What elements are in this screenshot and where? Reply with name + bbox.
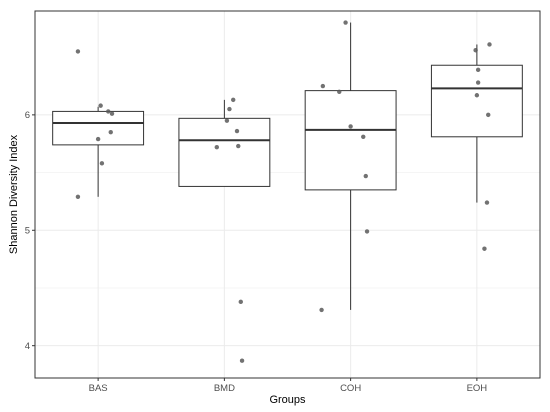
data-point-bas (95, 136, 101, 142)
data-point-coh (348, 124, 353, 129)
data-point-bas (109, 111, 115, 116)
y-tick-label: 5 (25, 226, 30, 237)
axis-layer: 4 5 6 BAS BMD COH EOH (25, 110, 488, 394)
data-point-eoh (482, 246, 487, 251)
panel-border (34, 10, 541, 379)
data-point-bas (108, 129, 113, 135)
box-bmd (178, 117, 271, 187)
data-point-bas (75, 49, 81, 54)
data-point-coh (343, 20, 348, 25)
x-tick-label-coh: COH (340, 383, 361, 394)
data-point-eoh (484, 200, 490, 205)
data-point-bmd (231, 97, 236, 103)
y-axis-title: Shannon Diversity Index (8, 134, 20, 254)
data-point-bmd (227, 106, 232, 112)
data-point-bmd (236, 143, 241, 149)
x-tick-label-bmd: BMD (214, 383, 235, 394)
data-point-coh (361, 134, 366, 139)
data-point-coh (363, 173, 368, 179)
data-point-bas (98, 103, 103, 108)
data-point-eoh (475, 80, 481, 85)
data-point-bmd (234, 128, 240, 134)
data-point-eoh (487, 42, 492, 47)
data-point-eoh (475, 67, 481, 73)
box-coh (304, 90, 397, 191)
data-point-coh (320, 83, 326, 89)
data-point-bmd (239, 358, 245, 363)
data-point-eoh (486, 112, 491, 118)
x-tick-label-eoh: EOH (467, 383, 488, 394)
data-point-bas (106, 109, 111, 114)
data-point-bmd (238, 299, 243, 305)
data-point-coh (364, 229, 370, 234)
x-tick-label-bas: BAS (89, 383, 108, 394)
data-point-bmd (214, 144, 219, 150)
point-layer (75, 20, 492, 363)
box-layer (52, 22, 523, 310)
y-tick-label: 4 (25, 341, 30, 352)
x-axis-title: Groups (269, 394, 306, 406)
data-point-eoh (474, 93, 480, 98)
data-point-bas (75, 194, 81, 200)
data-point-coh (337, 89, 342, 94)
box-eoh (430, 64, 523, 138)
data-point-bas (99, 161, 105, 166)
data-point-eoh (473, 48, 478, 53)
y-tick-label: 6 (25, 110, 30, 121)
data-point-coh (319, 307, 324, 313)
data-point-bmd (224, 118, 230, 123)
